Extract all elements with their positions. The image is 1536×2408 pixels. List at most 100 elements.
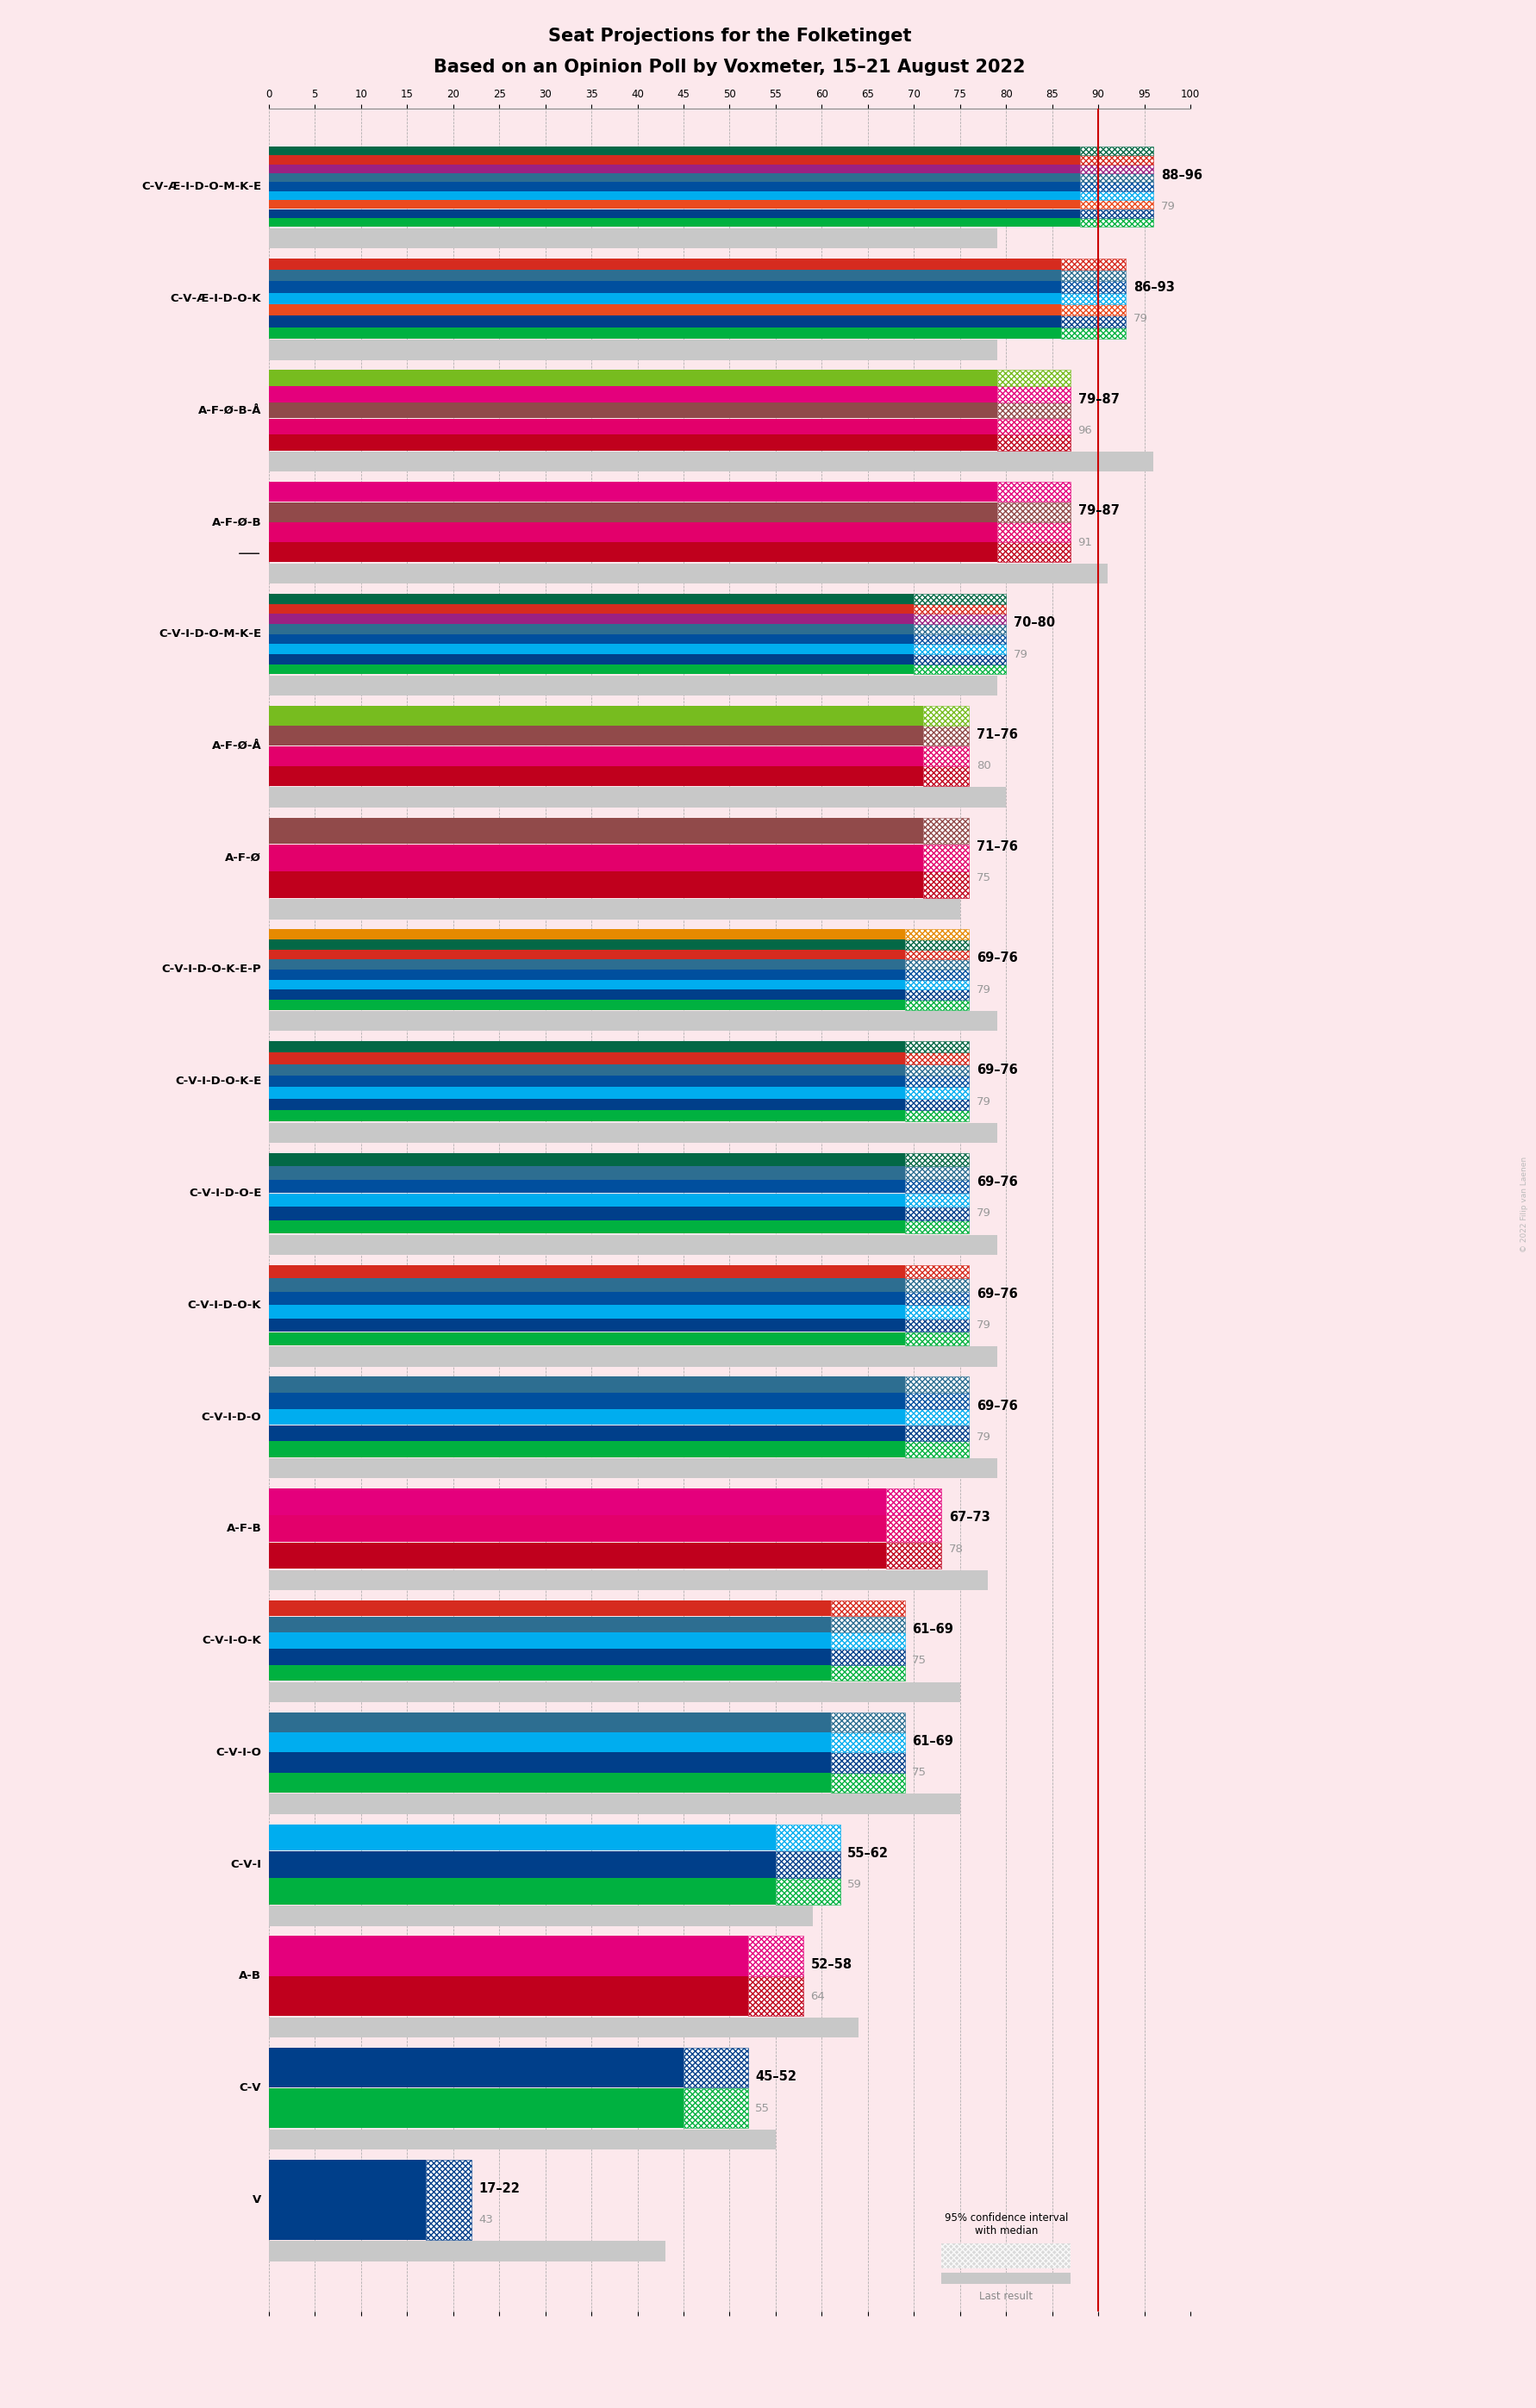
Bar [269,614,914,624]
Text: 69–76: 69–76 [977,1064,1018,1076]
Text: 69–76: 69–76 [977,951,1018,966]
Bar [905,1052,969,1064]
Bar [269,1206,905,1221]
Text: A‑F‑B: A‑F‑B [226,1524,261,1534]
Bar [831,1649,905,1664]
Bar [269,1052,905,1064]
Text: 79: 79 [977,1209,991,1218]
Text: C‑V‑Æ‑I‑D‑O‑K: C‑V‑Æ‑I‑D‑O‑K [170,294,261,303]
Bar [269,200,1080,209]
Text: 75: 75 [912,1767,926,1777]
Bar [269,294,1061,303]
Bar [905,1279,969,1291]
Bar [269,1649,831,1664]
Text: 75: 75 [977,872,991,884]
Bar [905,1332,969,1346]
Bar [269,1086,905,1098]
Text: C‑V‑I: C‑V‑I [230,1859,261,1871]
Text: A‑F‑Ø‑Å: A‑F‑Ø‑Å [212,739,261,751]
Bar [1080,190,1154,200]
Bar [905,1206,969,1221]
Bar [269,258,1061,270]
Bar [1061,327,1126,340]
Bar [923,872,969,898]
Bar [905,1377,969,1392]
Bar [269,1488,886,1515]
Text: A‑F‑Ø: A‑F‑Ø [226,852,261,864]
Bar [269,1153,905,1165]
Bar [269,183,1080,190]
Bar [269,949,905,958]
Bar [269,845,923,872]
Text: © 2022 Filip van Laenen: © 2022 Filip van Laenen [1521,1156,1528,1252]
Bar [269,327,1061,340]
Bar [269,2047,684,2088]
Text: 61–69: 61–69 [912,1623,954,1635]
Bar [684,2088,748,2129]
Bar [776,1878,840,1905]
Bar [269,1731,831,1753]
Bar [269,2088,684,2129]
Bar [269,1878,776,1905]
Bar [269,1664,831,1681]
Bar [269,1772,831,1792]
Bar [776,1825,840,1852]
Text: V: V [252,2194,261,2206]
Bar [905,1320,969,1332]
Bar [997,419,1071,433]
Text: 79: 79 [977,1320,991,1332]
Text: C‑V‑I‑D‑O‑K‑E‑P: C‑V‑I‑D‑O‑K‑E‑P [161,963,261,975]
Bar [831,1616,905,1633]
Bar [269,503,997,523]
Bar [269,2018,859,2037]
Bar [269,453,1154,472]
Bar [269,1180,905,1194]
Bar [905,1040,969,1052]
Bar [269,645,914,655]
Text: 61–69: 61–69 [912,1734,954,1748]
Bar [269,1905,813,1926]
Bar [905,970,969,980]
Text: A‑B: A‑B [240,1970,261,1982]
Text: C‑V‑I‑D‑O‑E: C‑V‑I‑D‑O‑E [189,1187,261,1199]
Text: C‑V: C‑V [240,2083,261,2093]
Bar [914,665,1006,674]
Bar [269,872,923,898]
Bar [1061,270,1126,282]
Text: 55: 55 [756,2102,770,2114]
Bar [1080,157,1154,164]
Text: 69–76: 69–76 [977,1399,1018,1411]
Text: 79: 79 [977,1096,991,1108]
Text: 59: 59 [848,1878,862,1890]
Bar [269,1440,905,1457]
Bar [748,1977,803,2015]
Text: C‑V‑I‑D‑O: C‑V‑I‑D‑O [201,1411,261,1423]
Bar [942,2273,1071,2283]
Bar [905,1409,969,1426]
Bar [1061,294,1126,303]
Text: 69–76: 69–76 [977,1288,1018,1300]
Bar [269,542,997,563]
Bar [997,523,1071,542]
Bar [914,614,1006,624]
Bar [905,1440,969,1457]
Text: 67–73: 67–73 [949,1512,991,1524]
Bar [269,1320,905,1332]
Text: Last result: Last result [980,2290,1032,2302]
Bar [905,1153,969,1165]
Bar [269,1515,886,1541]
Bar [1080,209,1154,217]
Bar [269,147,1080,154]
Text: 91: 91 [1078,537,1092,549]
Text: 70–80: 70–80 [1014,616,1055,628]
Bar [269,1601,831,1616]
Bar [269,1264,905,1279]
Bar [886,1544,942,1570]
Bar [905,949,969,958]
Text: 79–87: 79–87 [1078,506,1120,518]
Bar [269,219,1080,226]
Bar [997,371,1071,385]
Bar [1061,258,1126,270]
Bar [269,303,1061,315]
Bar [997,385,1071,402]
